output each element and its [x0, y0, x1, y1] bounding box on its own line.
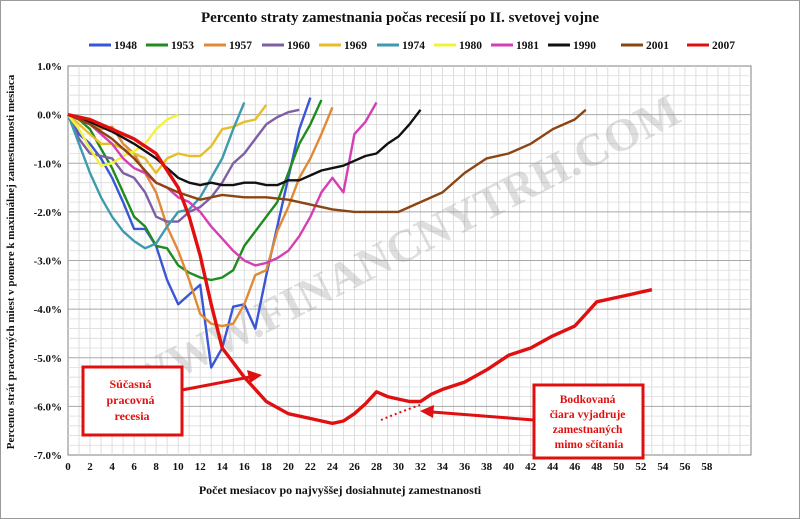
legend-label-1960: 1960	[287, 40, 310, 52]
x-tick-label: 48	[591, 461, 603, 473]
x-tick-label: 18	[261, 461, 273, 473]
series-layer	[66, 97, 653, 426]
chart-title: Percento straty zamestnania počas recesi…	[201, 10, 599, 26]
legend-label-1948: 1948	[114, 40, 137, 52]
legend-label-1981: 1981	[516, 40, 539, 52]
legend-label-1990: 1990	[573, 40, 596, 52]
series-line-1960	[66, 108, 300, 223]
x-tick-label: 50	[613, 461, 625, 473]
legend-label-1953: 1953	[171, 40, 194, 52]
x-tick-label: 54	[657, 461, 669, 473]
dotted-segment	[380, 404, 421, 421]
series-line-1980	[67, 113, 179, 167]
annotation-dotted-arrow	[431, 410, 535, 422]
legend-label-1969: 1969	[344, 40, 367, 52]
legend: 1948 1953 1957 1960 1969 1974 1980 1981 1990 2001…	[89, 40, 735, 52]
x-tick-label: 42	[525, 461, 537, 473]
x-tick-label: 16	[239, 461, 251, 473]
annotation-current-text: Súčasná pracovná recesia	[107, 377, 158, 423]
x-tick-label: 24	[327, 461, 339, 473]
x-tick-label: 38	[481, 461, 493, 473]
legend-label-1980: 1980	[459, 40, 482, 52]
series-line-2001	[67, 108, 587, 214]
series-line-1981	[67, 101, 378, 267]
x-tick-label: 28	[371, 461, 383, 473]
x-tick-label: 8	[153, 461, 159, 473]
y-tick-label: -3.0%	[34, 256, 62, 268]
x-tick-label: 46	[569, 461, 581, 473]
y-tick-label: -7.0%	[34, 450, 62, 462]
y-tick-label: -4.0%	[34, 304, 62, 316]
annotation-dotted-text: Bodkovaná čiara vyjadruje zamestnaných m…	[550, 394, 629, 451]
x-tick-label: 14	[217, 461, 229, 473]
legend-label-1957: 1957	[229, 40, 252, 52]
annotation-dotted-box	[532, 383, 645, 460]
x-tick-label: 56	[679, 461, 691, 473]
y-axis-title: Percento strát pracovných miest v pomere…	[5, 74, 17, 449]
series-line-2007	[67, 112, 653, 426]
x-tick-label: 12	[195, 461, 207, 473]
y-tick-label: -6.0%	[34, 401, 62, 413]
x-tick-label: 34	[437, 461, 449, 473]
x-tick-label: 0	[65, 461, 71, 473]
x-tick-label: 30	[393, 461, 405, 473]
annotation-dotted-arrowhead	[420, 405, 434, 418]
x-axis-title: Počet mesiacov po najvyššej dosiahnutej …	[199, 483, 482, 497]
annotation-current-arrowhead	[247, 370, 262, 383]
series-line-1957	[67, 106, 334, 328]
x-tick-label: 22	[305, 461, 317, 473]
x-tick-label: 10	[173, 461, 185, 473]
x-tick-label: 36	[459, 461, 471, 473]
x-tick-label: 40	[503, 461, 515, 473]
x-tick-label: 58	[701, 461, 713, 473]
legend-label-2001: 2001	[646, 40, 669, 52]
x-tick-label: 20	[283, 461, 295, 473]
x-tick-label: 26	[349, 461, 361, 473]
legend-label-1974: 1974	[402, 40, 425, 52]
y-tick-label: -5.0%	[34, 353, 62, 365]
x-tick-label: 4	[109, 461, 115, 473]
x-tick-label: 6	[131, 461, 137, 473]
y-tick-label: -1.0%	[34, 158, 62, 170]
y-tick-label: 0.0%	[37, 110, 62, 122]
x-tick-label: 52	[635, 461, 647, 473]
y-axis: 1.0% 0.0% -1.0% -2.0% -3.0% -4.0% -5.0% -6.0% -7…	[34, 61, 62, 462]
x-tick-label: 2	[87, 461, 93, 473]
y-tick-label: -2.0%	[34, 207, 62, 219]
x-tick-label: 44	[547, 461, 559, 473]
annotation-current-box	[81, 365, 184, 437]
series-line-1974	[66, 102, 246, 250]
annotation-current-arrow	[181, 375, 251, 392]
y-tick-label: 1.0%	[37, 61, 62, 73]
x-axis: 0 2 4 6 8 10 12 14 16 18 20 22 24 26 28 30 32 34 36 38 40 42 4…	[65, 461, 713, 473]
x-tick-label: 32	[415, 461, 427, 473]
legend-label-2007: 2007	[712, 40, 735, 52]
